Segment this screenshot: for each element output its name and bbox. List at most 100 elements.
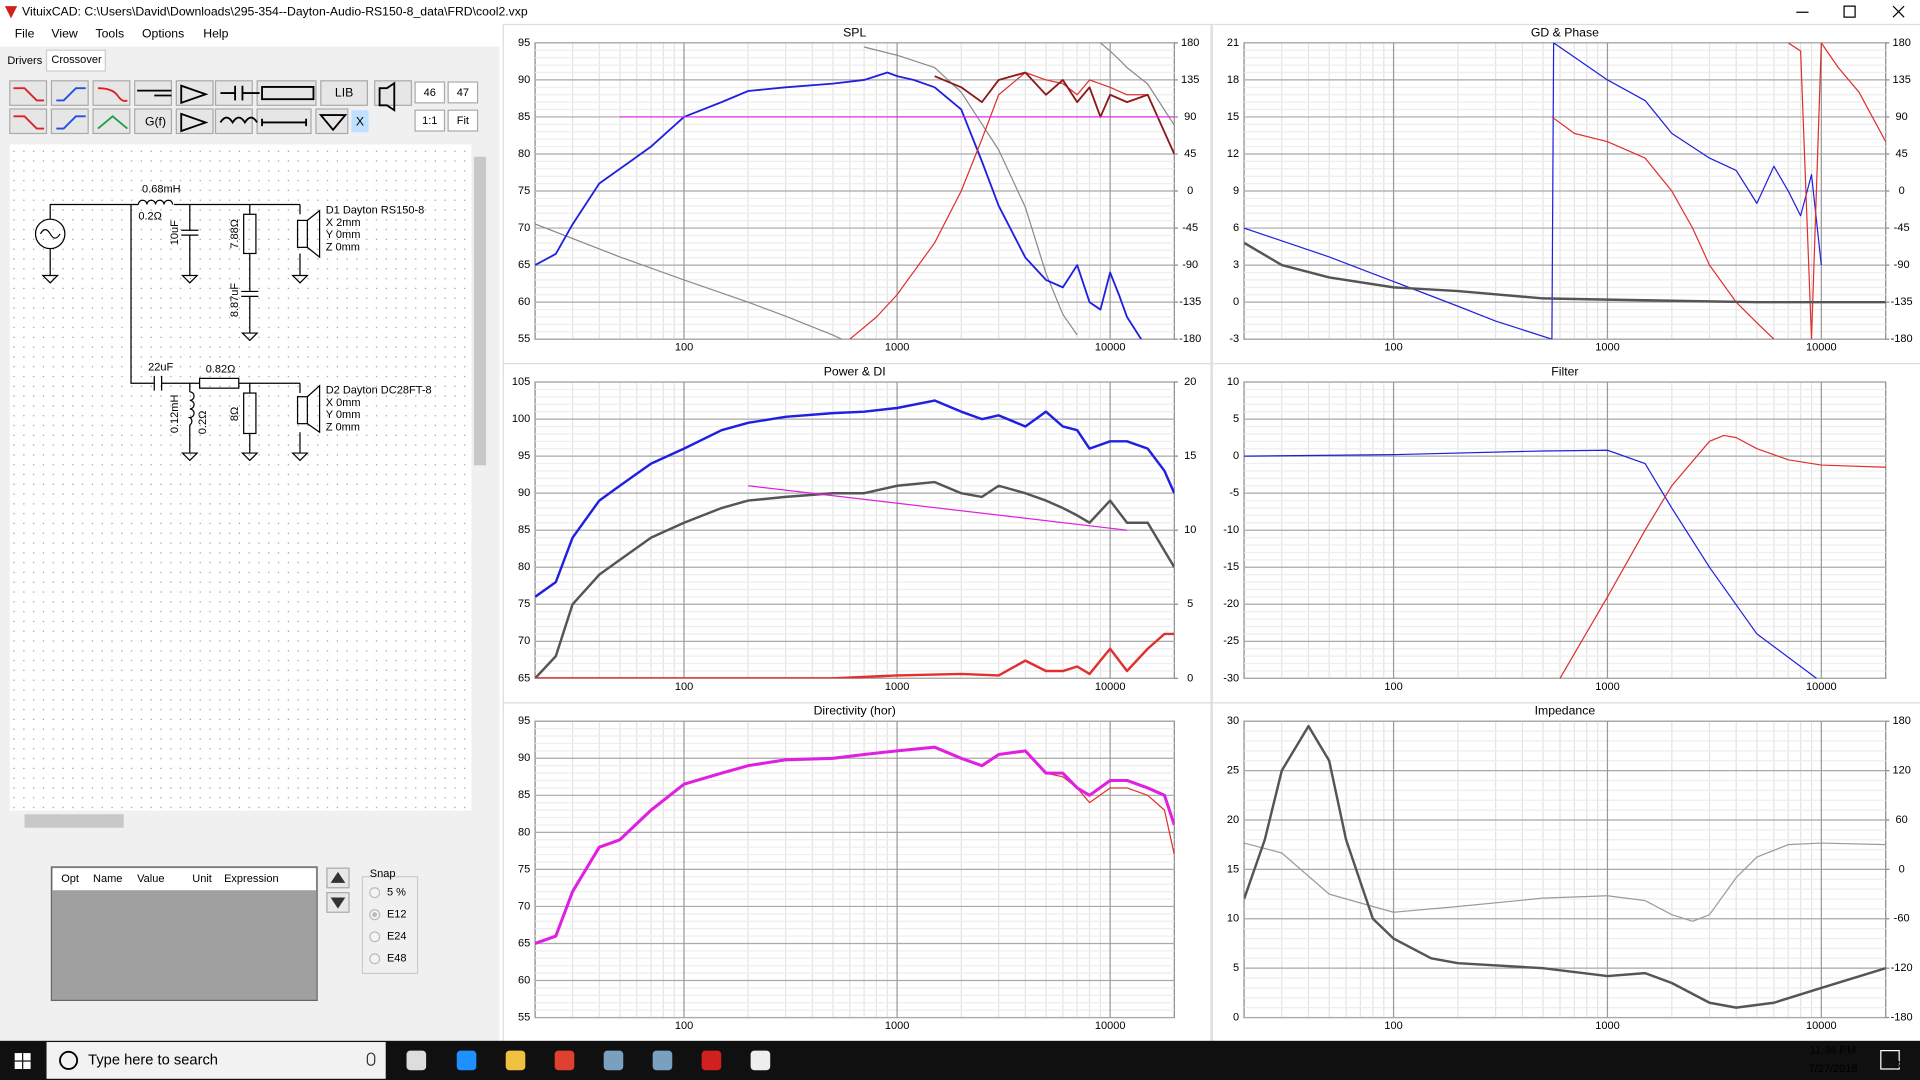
y-tick-label: -3 bbox=[1229, 333, 1239, 345]
tab[interactable]: Crossover bbox=[51, 54, 102, 66]
y2-tick-label: 15 bbox=[1184, 450, 1196, 462]
curve bbox=[535, 745, 1175, 945]
zoom-button[interactable] bbox=[414, 109, 446, 132]
gf-button-label[interactable]: G(f) bbox=[145, 115, 166, 129]
y-tick-label: 20 bbox=[1227, 814, 1239, 826]
tool-icon bbox=[219, 116, 258, 125]
taskbar-app[interactable] bbox=[750, 1050, 771, 1071]
tool-icon bbox=[261, 86, 315, 101]
snap-radio[interactable] bbox=[369, 931, 381, 943]
menu-item[interactable]: File bbox=[15, 27, 35, 41]
tool-button[interactable] bbox=[175, 80, 214, 106]
taskbar-apps bbox=[406, 1050, 771, 1071]
x-tick-label: 1000 bbox=[885, 1020, 910, 1032]
y-tick-label: 60 bbox=[518, 296, 530, 308]
chart-title: SPL bbox=[843, 25, 866, 39]
tool-button[interactable] bbox=[320, 80, 368, 106]
tool-button[interactable] bbox=[134, 108, 173, 135]
y-tick-label: 95 bbox=[518, 715, 530, 727]
taskbar-app[interactable] bbox=[406, 1050, 427, 1071]
y2-tick-label: -180 bbox=[1891, 333, 1913, 345]
y-tick-label: 90 bbox=[518, 487, 530, 499]
start-button[interactable] bbox=[14, 1053, 31, 1069]
tool-icon bbox=[97, 87, 128, 102]
search-placeholder[interactable]: Type here to search bbox=[88, 1052, 218, 1068]
x-tick-label: 100 bbox=[675, 342, 693, 354]
scroll-thumb[interactable] bbox=[24, 814, 124, 828]
tab[interactable]: Drivers bbox=[7, 55, 42, 67]
curve bbox=[1551, 42, 1886, 340]
x-tick-label: 1000 bbox=[1595, 342, 1620, 354]
y-tick-label: 75 bbox=[518, 185, 530, 197]
y2-tick-label: 60 bbox=[1896, 814, 1908, 826]
menu-item[interactable]: Options bbox=[142, 27, 184, 41]
y-tick-label: 55 bbox=[518, 333, 530, 345]
window-controls[interactable] bbox=[1796, 5, 1905, 18]
y-tick-label: 60 bbox=[518, 974, 530, 986]
y2-tick-label: 45 bbox=[1896, 148, 1908, 160]
counter-box[interactable] bbox=[414, 81, 446, 104]
tab-active[interactable] bbox=[45, 49, 106, 72]
zoom-label[interactable]: Fit bbox=[457, 115, 469, 127]
y2-tick-label: 180 bbox=[1181, 37, 1199, 49]
menu-item[interactable]: Tools bbox=[96, 27, 125, 41]
y2-tick-label: 180 bbox=[1892, 715, 1910, 727]
y-tick-label: 70 bbox=[518, 635, 530, 647]
y-tick-label: 100 bbox=[512, 413, 530, 425]
tool-button[interactable] bbox=[256, 108, 312, 135]
zoom-button[interactable] bbox=[447, 109, 479, 132]
table-header bbox=[52, 868, 316, 891]
lib-button-label[interactable]: LIB bbox=[335, 85, 353, 99]
menu-item[interactable]: View bbox=[51, 27, 77, 41]
tool-button[interactable] bbox=[315, 108, 349, 135]
y-tick-label: 95 bbox=[518, 37, 530, 49]
taskbar-app[interactable] bbox=[554, 1050, 575, 1071]
y-tick-label: -25 bbox=[1223, 635, 1239, 647]
taskbar-app[interactable] bbox=[456, 1050, 477, 1071]
x-tick-label: 10000 bbox=[1806, 681, 1837, 693]
clock-time[interactable]: 11:36 PM bbox=[1810, 1045, 1856, 1057]
y-tick-label: 80 bbox=[518, 148, 530, 160]
y2-tick-label: -90 bbox=[1894, 259, 1910, 271]
search-box[interactable] bbox=[46, 1042, 386, 1079]
y-tick-label: 12 bbox=[1227, 148, 1239, 160]
y2-tick-label: -180 bbox=[1891, 1011, 1913, 1023]
counter-box[interactable] bbox=[447, 81, 479, 104]
chart-title: Impedance bbox=[1535, 704, 1596, 718]
y-tick-label: -15 bbox=[1223, 561, 1239, 573]
chart: Directivity (hor) 95 90 85 80 75 70 65 60 55 100 10… bbox=[502, 702, 1212, 1052]
h-scrollbar[interactable] bbox=[9, 810, 472, 831]
scroll-thumb[interactable] bbox=[473, 156, 487, 466]
y2-tick-label: -135 bbox=[1891, 296, 1913, 308]
curve bbox=[748, 485, 1128, 531]
y-tick-label: 0 bbox=[1233, 1011, 1239, 1023]
snap-radio[interactable] bbox=[369, 887, 381, 899]
curve bbox=[1244, 842, 1886, 922]
taskbar-app[interactable] bbox=[701, 1050, 722, 1071]
y-tick-label: 30 bbox=[1227, 715, 1239, 727]
notification-count: 3 bbox=[1894, 1059, 1900, 1071]
mic-icon[interactable] bbox=[366, 1052, 376, 1066]
tool-button[interactable] bbox=[175, 108, 214, 135]
menu-item[interactable]: Help bbox=[203, 27, 228, 41]
y2-tick-label: 135 bbox=[1892, 74, 1910, 86]
taskbar-app[interactable] bbox=[603, 1050, 624, 1071]
zoom-label[interactable]: 1:1 bbox=[422, 115, 437, 127]
x-button[interactable] bbox=[351, 110, 369, 133]
tool-button[interactable] bbox=[134, 80, 173, 106]
taskbar-app[interactable] bbox=[505, 1050, 526, 1071]
clock-date[interactable]: 7/27/2018 bbox=[1809, 1063, 1858, 1075]
y-tick-label: 95 bbox=[518, 450, 530, 462]
tool-button[interactable] bbox=[256, 80, 317, 106]
schematic-grid bbox=[9, 144, 472, 811]
y-tick-label: 65 bbox=[518, 937, 530, 949]
snap-radio[interactable] bbox=[369, 953, 381, 965]
notification-icon[interactable] bbox=[1880, 1050, 1900, 1070]
curve bbox=[934, 71, 1175, 155]
x-button-label[interactable]: X bbox=[356, 115, 364, 129]
tool-button[interactable] bbox=[92, 108, 131, 135]
y2-tick-label: 180 bbox=[1892, 37, 1910, 49]
y2-tick-label: -60 bbox=[1894, 913, 1910, 925]
taskbar-app[interactable] bbox=[652, 1050, 673, 1071]
